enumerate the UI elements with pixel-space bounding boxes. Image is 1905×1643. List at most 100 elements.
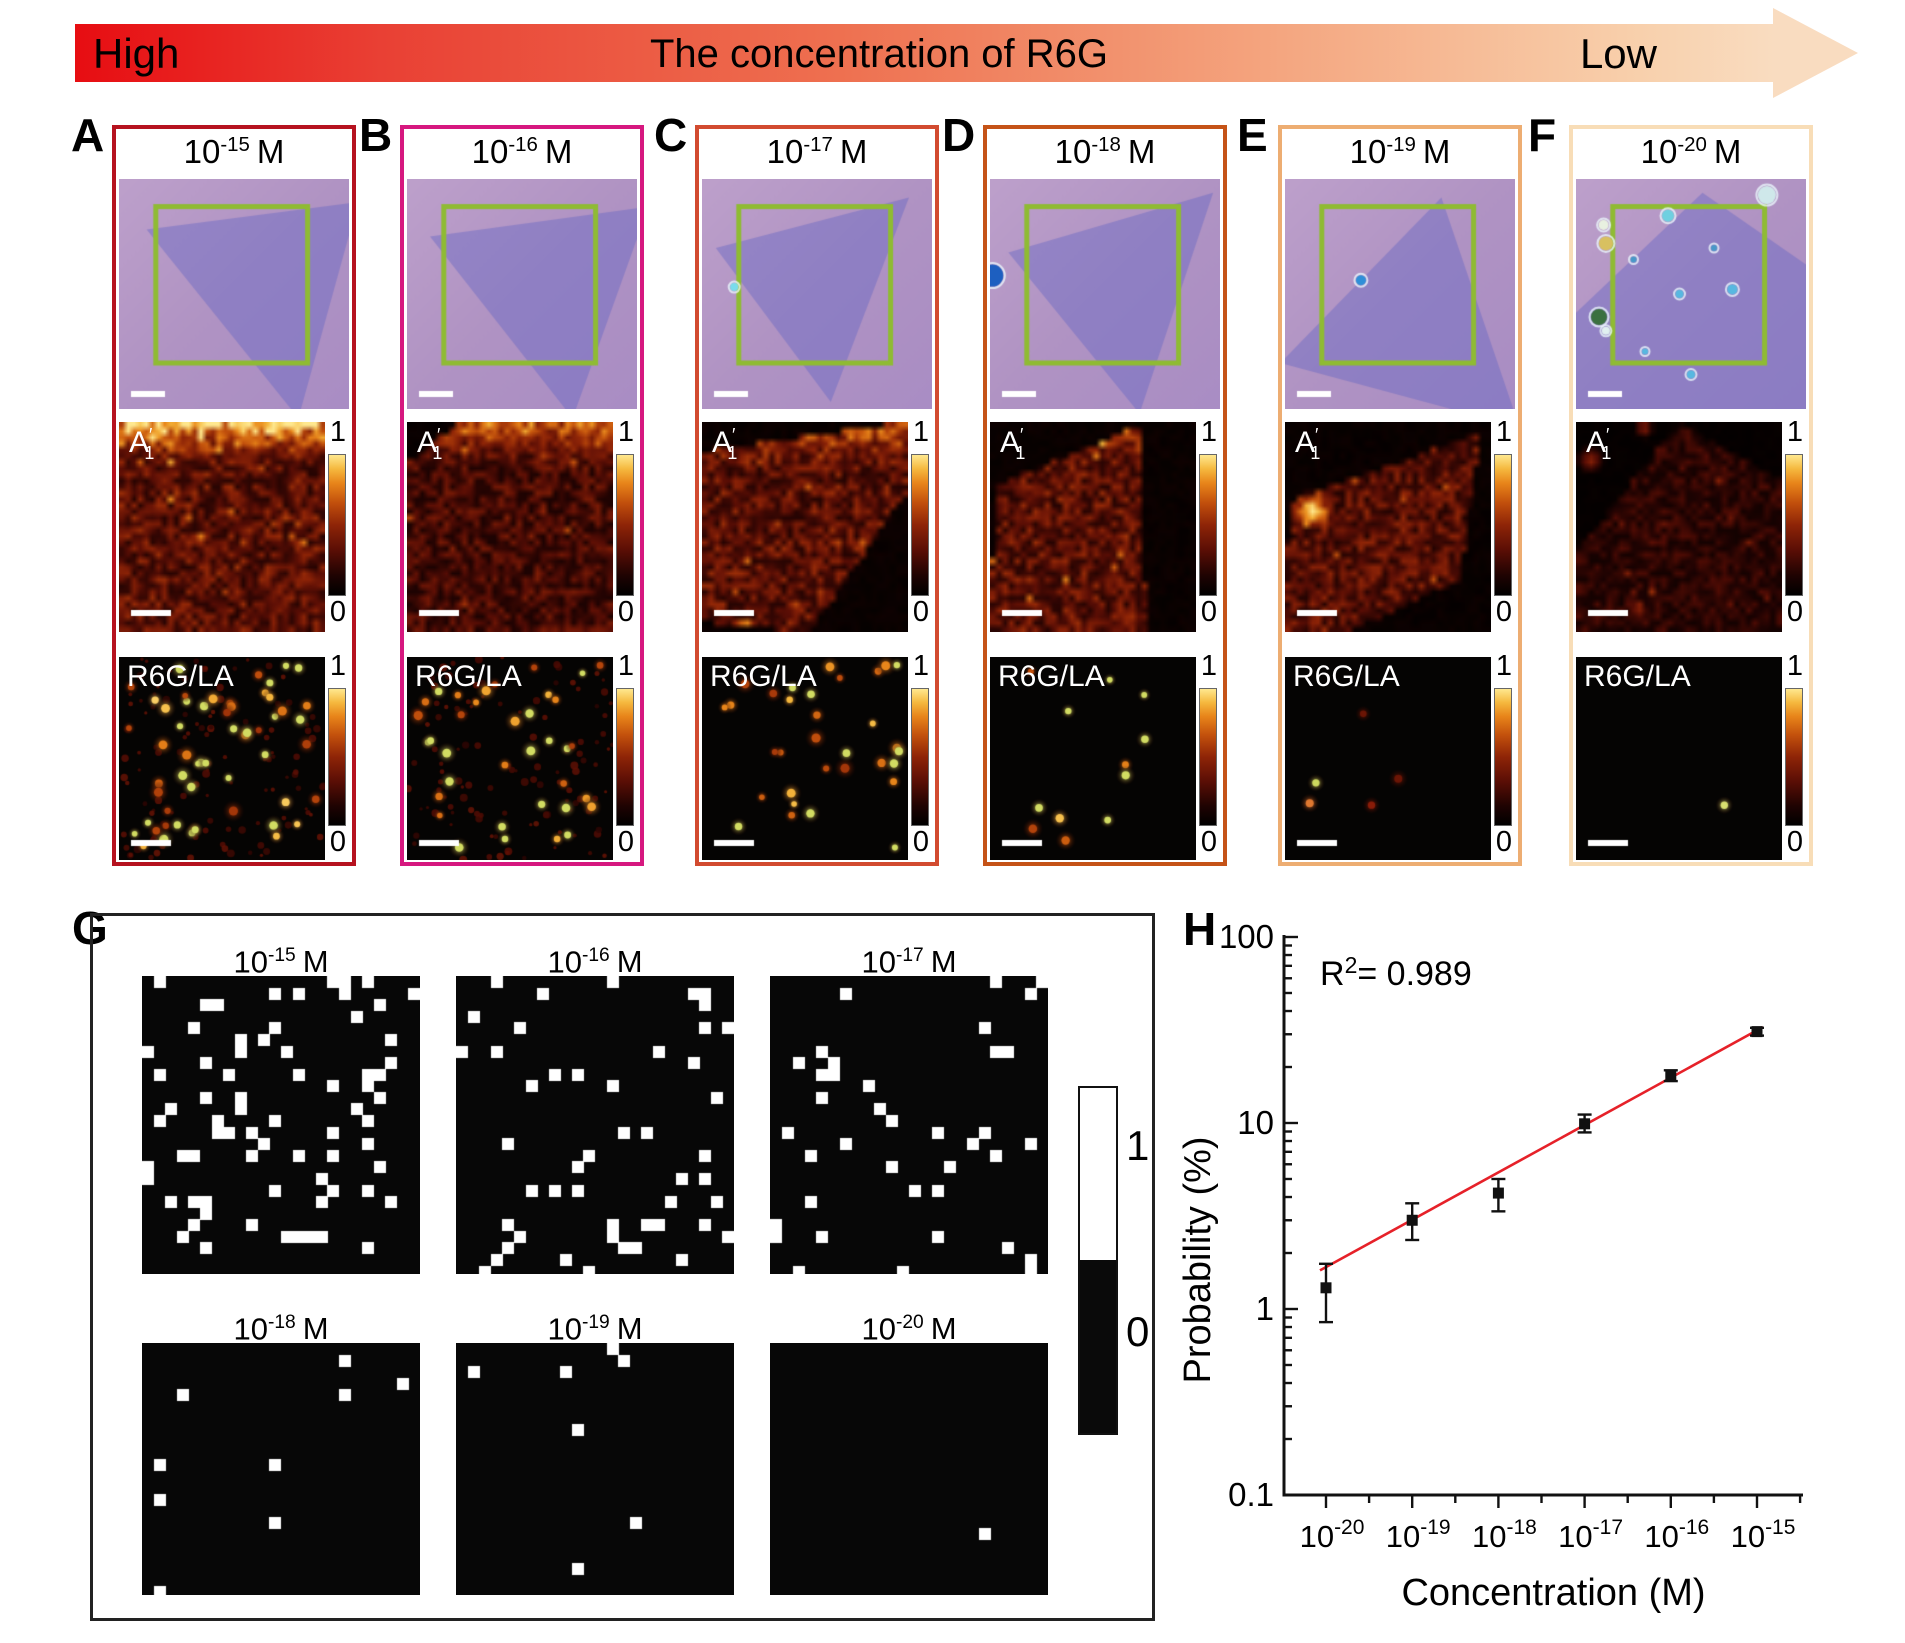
binary-event-map xyxy=(456,976,734,1274)
concentration-label: 10-18 M xyxy=(987,133,1223,171)
h-data-point xyxy=(1751,1026,1763,1038)
a1-colorbar xyxy=(1494,454,1512,596)
conc-exponent: -19 xyxy=(581,1312,610,1333)
arrow-head-icon xyxy=(1773,8,1858,98)
conc-exponent: -20 xyxy=(1677,133,1707,156)
a1-sers-map xyxy=(119,422,325,632)
a1-colorbar-max-label: 1 xyxy=(617,416,635,448)
a1-colorbar-max-label: 1 xyxy=(1200,416,1218,448)
binary-event-map xyxy=(770,976,1048,1274)
binary-colorbar-white-segment xyxy=(1080,1088,1116,1260)
a1-label-main: A xyxy=(1000,426,1021,459)
panel-A: A 10-15 M A′1 1 0 R6G/LA 1 0 xyxy=(71,109,412,877)
a1-sers-map xyxy=(407,422,613,632)
a1-label-sub: 1 xyxy=(144,443,155,463)
conc-exponent: -19 xyxy=(1386,133,1416,156)
panel-C: C 10-17 M A′1 1 0 R6G/LA 1 0 xyxy=(654,109,995,877)
conc-base: 10 xyxy=(183,133,221,170)
a1-map-label: A′1 xyxy=(129,425,154,464)
h-data-point xyxy=(1406,1214,1418,1226)
a1-colorbar xyxy=(616,454,634,596)
r6g-colorbar-min-label: 0 xyxy=(912,826,930,858)
binary-colorbar xyxy=(1078,1086,1118,1435)
r6g-la-ratio-map xyxy=(702,657,908,860)
conc-unit: M xyxy=(930,944,957,980)
a1-colorbar-min-label: 0 xyxy=(617,596,635,628)
a1-sers-map xyxy=(702,422,908,632)
h-y-tick-labels: 0.1 1 10 100 xyxy=(1219,918,1274,1513)
conc-exponent: -17 xyxy=(803,133,833,156)
binary-map-tile: 10-17 M xyxy=(770,936,1048,1274)
svg-text:10-19: 10-19 xyxy=(1386,1516,1451,1554)
panel-letter: G xyxy=(72,902,108,954)
r6g-colorbar-max-label: 1 xyxy=(617,650,635,682)
concentration-label: 10-16 M xyxy=(404,133,640,171)
r6g-map-label: R6G/LA xyxy=(415,660,522,693)
r6g-la-ratio-map xyxy=(119,657,325,860)
r6g-colorbar-min-label: 0 xyxy=(617,826,635,858)
svg-text:10-15: 10-15 xyxy=(1731,1516,1796,1554)
h-data-point xyxy=(1320,1282,1332,1294)
a1-label-sub: 1 xyxy=(432,443,443,463)
optical-microscope-image xyxy=(702,179,932,409)
r6g-colorbar-min-label: 0 xyxy=(1786,826,1804,858)
conc-unit: M xyxy=(302,1311,329,1347)
panel-letter: D xyxy=(942,109,976,161)
panel-D: D 10-18 M A′1 1 0 R6G/LA 1 0 xyxy=(942,109,1283,877)
a1-label-main: A xyxy=(417,426,438,459)
conc-base: 10 xyxy=(1054,133,1092,170)
a1-map-label: A′1 xyxy=(417,425,442,464)
a1-label-prime: ′ xyxy=(1606,425,1610,445)
a1-colorbar-min-label: 0 xyxy=(1200,596,1218,628)
h-data-point xyxy=(1579,1118,1591,1130)
panel-letter: B xyxy=(359,109,393,161)
concentration-label: 10-15 M xyxy=(116,133,352,171)
optical-microscope-image xyxy=(990,179,1220,409)
conc-unit: M xyxy=(302,944,329,980)
h-ticks xyxy=(1284,935,1802,1508)
a1-map-label: A′1 xyxy=(1000,425,1025,464)
conc-base: 10 xyxy=(233,1311,268,1347)
svg-text:10: 10 xyxy=(1237,1104,1274,1141)
panel-box: 10-15 M A′1 1 0 R6G/LA 1 0 xyxy=(112,125,356,866)
conc-unit: M xyxy=(616,1311,643,1347)
binary-map-conc-label: 10-20 M xyxy=(770,1303,1048,1347)
a1-map-label: A′1 xyxy=(712,425,737,464)
r6g-la-ratio-map xyxy=(407,657,613,860)
conc-unit: M xyxy=(256,133,285,170)
binary-map-tile: 10-20 M xyxy=(770,1303,1048,1595)
conc-unit: M xyxy=(930,1311,957,1347)
conc-base: 10 xyxy=(547,1311,582,1347)
panel-B: B 10-16 M A′1 1 0 R6G/LA 1 0 xyxy=(359,109,700,877)
a1-colorbar-min-label: 0 xyxy=(329,596,347,628)
concentration-label: 10-20 M xyxy=(1573,133,1809,171)
r6g-colorbar-min-label: 0 xyxy=(329,826,347,858)
binary-colorbar-max-label: 1 xyxy=(1126,1122,1150,1169)
r6g-la-ratio-map xyxy=(990,657,1196,860)
a1-sers-map xyxy=(1285,422,1491,632)
svg-text:0.1: 0.1 xyxy=(1228,1476,1274,1513)
a1-sers-map xyxy=(990,422,1196,632)
r6g-map-label: R6G/LA xyxy=(127,660,234,693)
conc-exponent: -16 xyxy=(508,133,538,156)
a1-label-sub: 1 xyxy=(1015,443,1026,463)
panel-g-box xyxy=(90,913,1155,1621)
optical-microscope-image xyxy=(1285,179,1515,409)
binary-event-map xyxy=(456,1343,734,1595)
a1-colorbar xyxy=(1785,454,1803,596)
h-ylabel: Probability (%) xyxy=(1180,1136,1219,1383)
panel-letter: C xyxy=(654,109,688,161)
a1-colorbar xyxy=(1199,454,1217,596)
conc-exponent: -15 xyxy=(220,133,250,156)
binary-map-tile: 10-16 M xyxy=(456,936,734,1274)
panel-letter: F xyxy=(1528,109,1557,161)
svg-text:10-16: 10-16 xyxy=(1644,1516,1709,1554)
conc-exponent: -16 xyxy=(581,945,610,966)
svg-text:10-18: 10-18 xyxy=(1472,1516,1537,1554)
r6g-map-label: R6G/LA xyxy=(710,660,817,693)
conc-base: 10 xyxy=(1640,133,1678,170)
svg-text:10-17: 10-17 xyxy=(1558,1516,1623,1554)
a1-label-main: A xyxy=(1586,426,1607,459)
conc-exponent: -15 xyxy=(267,945,296,966)
conc-base: 10 xyxy=(766,133,804,170)
